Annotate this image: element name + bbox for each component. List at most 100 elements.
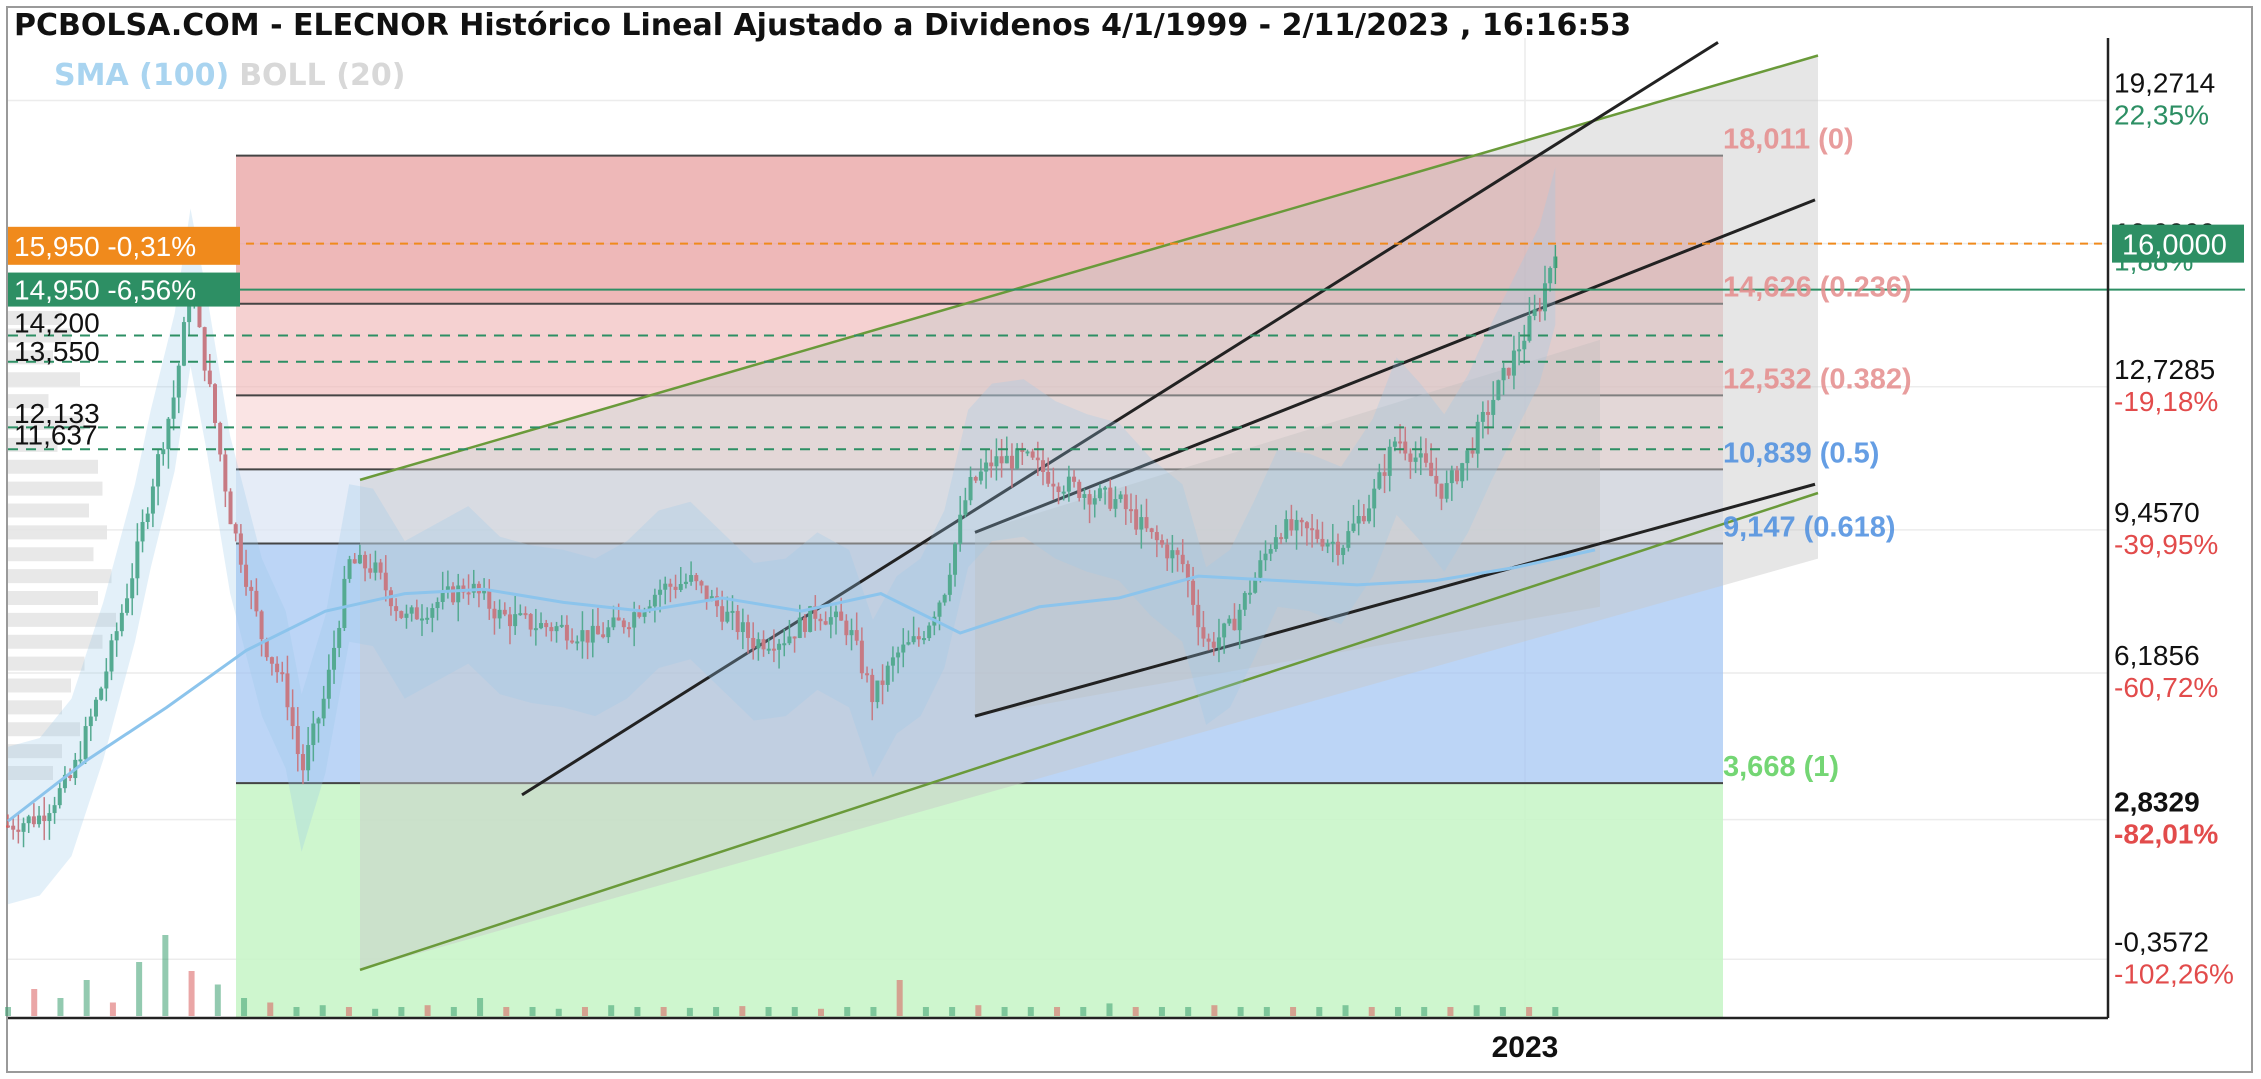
volume-bar bbox=[581, 1007, 588, 1016]
candle-body bbox=[1537, 309, 1542, 312]
candle-body bbox=[1486, 411, 1491, 415]
candle-body bbox=[1460, 463, 1465, 482]
candle-body bbox=[1310, 528, 1315, 531]
candle-body bbox=[1496, 380, 1501, 400]
candle-body bbox=[1304, 522, 1309, 529]
candle-body bbox=[1185, 564, 1190, 581]
candle-body bbox=[808, 606, 813, 632]
volume-bar bbox=[136, 962, 143, 1016]
candle-body bbox=[523, 613, 528, 616]
candle-body bbox=[740, 622, 745, 633]
y-tick-percent: 22,35% bbox=[2114, 100, 2209, 131]
volume-bar bbox=[634, 1007, 641, 1016]
volume-bar bbox=[319, 1005, 326, 1016]
candle-body bbox=[771, 648, 776, 651]
volume-profile-bar bbox=[8, 612, 116, 627]
candle-body bbox=[456, 585, 461, 603]
candle-body bbox=[445, 586, 450, 591]
candle-body bbox=[839, 611, 844, 621]
candle-body bbox=[280, 672, 285, 675]
volume-profile-bar bbox=[8, 591, 98, 605]
volume-bar bbox=[450, 1007, 457, 1016]
legend-sma[interactable]: SMA (100) bbox=[54, 58, 229, 93]
fibonacci-label: 9,147 (0.618) bbox=[1723, 511, 1896, 543]
candle-body bbox=[885, 665, 890, 685]
y-tick-percent: -102,26% bbox=[2114, 958, 2234, 989]
volume-bar bbox=[1499, 1007, 1506, 1016]
fibonacci-zone bbox=[236, 395, 1723, 470]
candle-body bbox=[834, 611, 838, 618]
volume-bar bbox=[5, 1007, 11, 1016]
volume-bar bbox=[739, 1006, 746, 1016]
legend-boll[interactable]: BOLL (20) bbox=[239, 58, 405, 93]
candle-body bbox=[1542, 283, 1547, 312]
candle-body bbox=[1341, 547, 1346, 555]
volume-bar bbox=[870, 1007, 877, 1016]
candle-body bbox=[683, 581, 688, 585]
chart-frame bbox=[6, 6, 2253, 1073]
candle-body bbox=[1009, 455, 1014, 469]
candle-body bbox=[119, 612, 124, 632]
candle-body bbox=[1201, 627, 1206, 639]
volume-bar bbox=[1106, 1003, 1113, 1016]
candle-body bbox=[942, 594, 947, 603]
candle-body bbox=[989, 462, 994, 467]
candle-body bbox=[818, 618, 823, 622]
candle-body bbox=[606, 627, 611, 638]
candle-body bbox=[497, 609, 502, 619]
candle-body bbox=[782, 643, 787, 646]
candle-body bbox=[326, 669, 331, 699]
volume-bar bbox=[686, 1007, 693, 1016]
candle-body bbox=[125, 598, 130, 613]
candle-body bbox=[254, 590, 259, 612]
candle-body bbox=[11, 825, 16, 830]
y-tick-label: 2,8329 bbox=[2114, 787, 2200, 818]
candle-body bbox=[1092, 498, 1097, 505]
candle-body bbox=[658, 589, 663, 595]
candle-body bbox=[632, 612, 637, 628]
candle-body bbox=[673, 586, 678, 590]
candle-body bbox=[409, 607, 414, 614]
candle-body bbox=[694, 575, 699, 582]
candle-body bbox=[316, 718, 321, 724]
candle-body bbox=[202, 327, 207, 371]
volume-bar bbox=[398, 1007, 405, 1016]
candle-body bbox=[1227, 618, 1232, 624]
candle-body bbox=[875, 680, 880, 703]
candle-body bbox=[968, 476, 973, 501]
candle-body bbox=[1258, 560, 1263, 578]
candle-body bbox=[337, 627, 342, 648]
volume-bar bbox=[555, 1008, 562, 1016]
volume-bar bbox=[1421, 1007, 1428, 1016]
candle-body bbox=[259, 611, 264, 640]
candle-body bbox=[1346, 531, 1351, 548]
volume-bar bbox=[1211, 1005, 1218, 1016]
candle-body bbox=[451, 586, 456, 603]
volume-bar bbox=[214, 984, 221, 1016]
candle-body bbox=[570, 640, 575, 643]
candle-body bbox=[264, 639, 269, 658]
volume-bar bbox=[1158, 1007, 1165, 1016]
volume-bar bbox=[267, 1002, 274, 1016]
candle-body bbox=[52, 805, 57, 814]
candle-body bbox=[890, 657, 895, 666]
candle-body bbox=[6, 825, 10, 828]
candle-body bbox=[285, 673, 290, 708]
candle-body bbox=[513, 614, 518, 627]
candle-body bbox=[482, 590, 487, 594]
candle-body bbox=[130, 578, 135, 599]
candle-body bbox=[1284, 519, 1289, 539]
candle-body bbox=[218, 422, 223, 455]
volume-bar bbox=[293, 1007, 300, 1016]
candle-body bbox=[637, 612, 642, 617]
candle-body bbox=[207, 370, 212, 385]
candle-body bbox=[368, 568, 373, 573]
candle-body bbox=[544, 623, 549, 628]
candle-body bbox=[963, 500, 968, 515]
candle-body bbox=[704, 585, 709, 601]
trendline bbox=[521, 41, 1719, 797]
candle-body bbox=[1548, 268, 1553, 284]
candle-body bbox=[1108, 487, 1113, 509]
candle-body bbox=[1113, 499, 1118, 509]
